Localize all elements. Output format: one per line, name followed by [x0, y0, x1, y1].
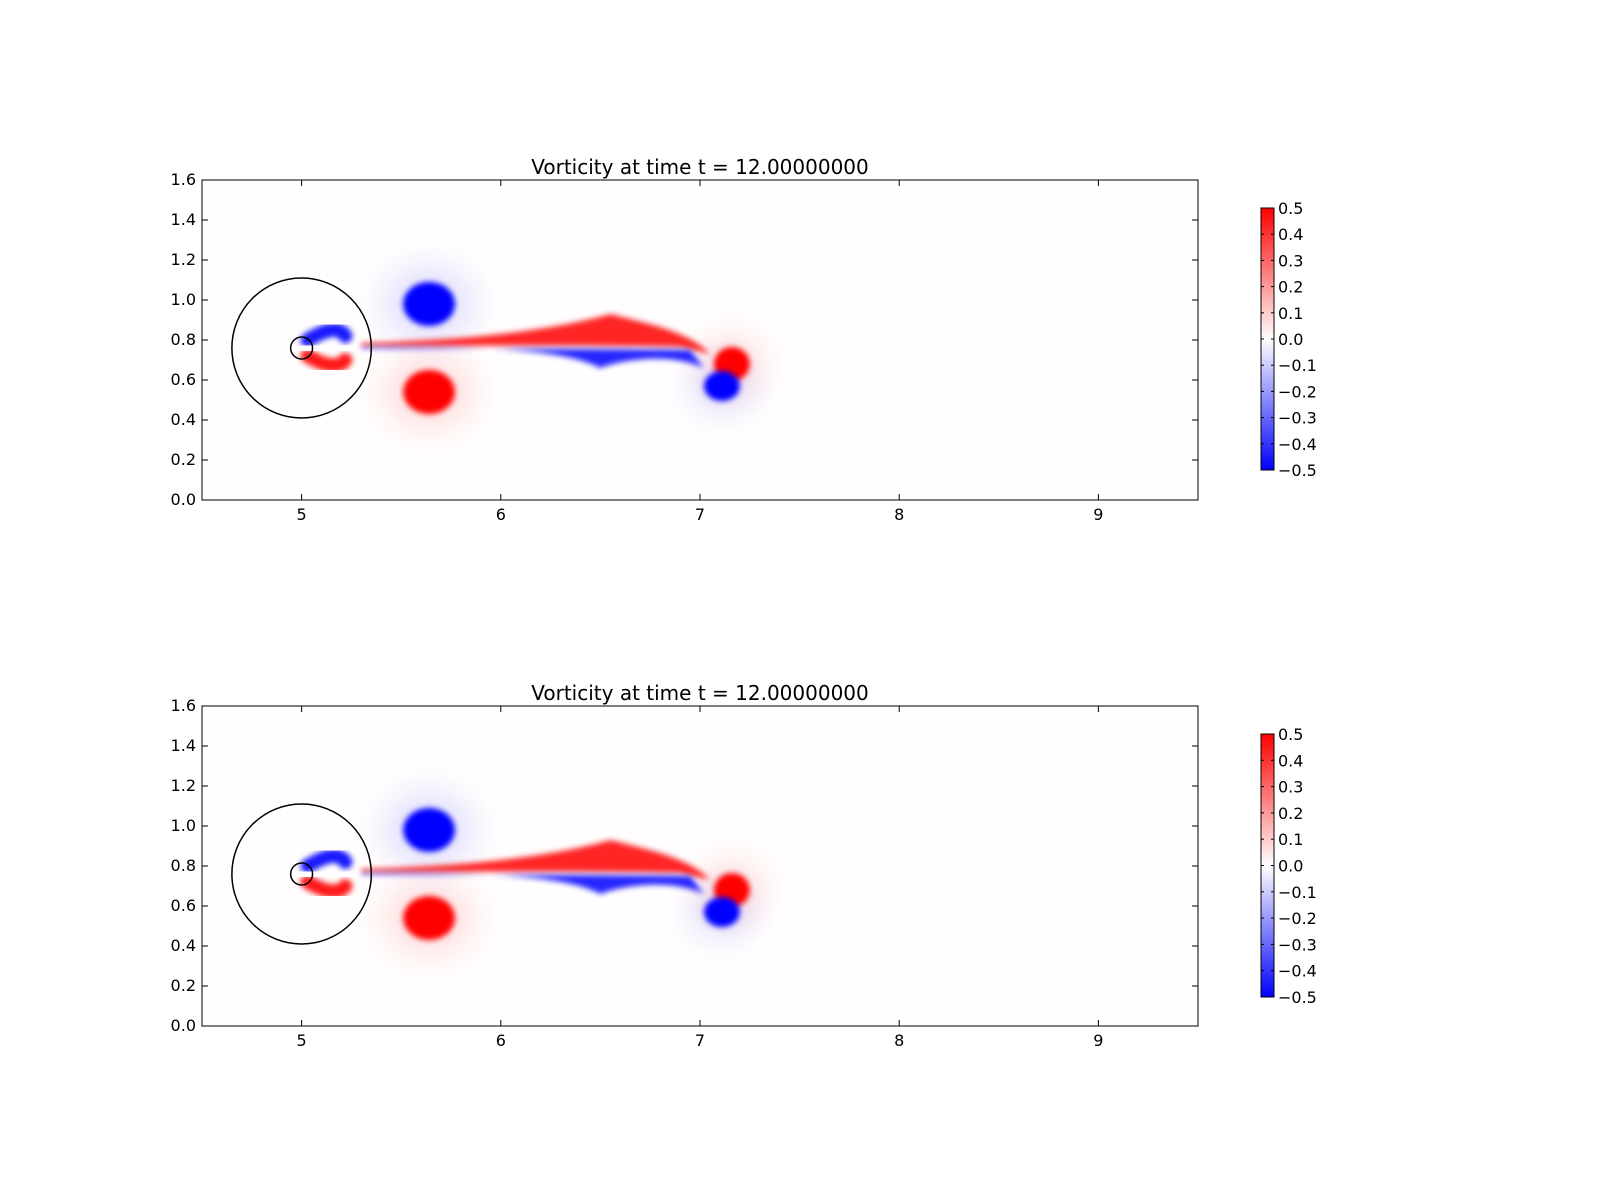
colorbar-tick-label: 0.5 [1278, 199, 1303, 218]
plot-background [202, 706, 1198, 1026]
colorbar-tick-label: 0.0 [1278, 330, 1303, 349]
y-tick-label: 0.4 [171, 936, 196, 955]
vortex-core-1 [403, 282, 455, 326]
outer-ring [231, 277, 373, 419]
near-wake-negative [300, 848, 353, 873]
colorbar-tick-label: −0.3 [1278, 409, 1317, 428]
colorbar-tick-label: 0.0 [1278, 857, 1303, 876]
x-tick-label: 9 [1093, 505, 1103, 524]
y-tick-label: 0.2 [171, 976, 196, 995]
colorbar-tick-label: −0.2 [1278, 382, 1317, 401]
chart-title: Vorticity at time t = 12.00000000 [531, 155, 869, 179]
chart-panel-2: 5 6 7 8 9 0.0 0.2 0.4 0.6 0.8 1.0 1.2 1.4 1.6 Vorticit… [171, 681, 1317, 1050]
y-tick-label: 0.8 [171, 330, 196, 349]
x-tick-label: 6 [496, 1031, 506, 1050]
vortex-core-2 [403, 896, 455, 940]
chart-panel-1: 5 6 7 8 9 0.0 0.2 0.4 0.6 0.8 1.0 1.2 1.4 1.6 Vorticit… [171, 155, 1317, 524]
x-tick-label: 7 [695, 1031, 705, 1050]
vortex-core-4 [703, 371, 740, 401]
vorticity-field [202, 706, 1198, 1026]
x-tick-label: 6 [496, 505, 506, 524]
wake-shear-positive [361, 314, 710, 354]
x-tick-label: 5 [297, 505, 307, 524]
y-tick-label: 0.0 [171, 1016, 196, 1035]
y-tick-label: 0.4 [171, 410, 196, 429]
inner-ring [289, 862, 314, 886]
x-tick-label: 7 [695, 505, 705, 524]
colorbar-tick-label: −0.3 [1278, 935, 1317, 954]
inner-ring [289, 336, 314, 360]
near-wake-negative [300, 322, 353, 347]
y-tick-label: 1.2 [171, 776, 196, 795]
vorticity-field [202, 180, 1198, 500]
wake-shear-positive [361, 840, 710, 880]
vortex-core-1 [403, 808, 455, 852]
colorbar-tick-label: 0.3 [1278, 251, 1303, 270]
x-tick-label: 5 [297, 1031, 307, 1050]
colorbar-tick-label: −0.4 [1278, 962, 1317, 981]
y-tick-label: 1.0 [171, 290, 196, 309]
colorbar-tick-label: −0.4 [1278, 435, 1317, 454]
y-tick-label: 1.6 [171, 696, 196, 715]
colorbar-tick-label: 0.4 [1278, 751, 1303, 770]
colorbar-tick-label: −0.5 [1278, 988, 1317, 1007]
colorbar-tick-label: −0.5 [1278, 461, 1317, 480]
plot-background [202, 180, 1198, 500]
y-tick-label: 0.6 [171, 370, 196, 389]
colorbar-tick-label: −0.1 [1278, 883, 1317, 902]
x-tick-label: 8 [894, 505, 904, 524]
colorbar-tick-label: 0.1 [1278, 304, 1303, 323]
y-tick-label: 1.6 [171, 170, 196, 189]
x-tick-label: 8 [894, 1031, 904, 1050]
colorbar-tick-label: 0.2 [1278, 804, 1303, 823]
colorbar-tick-label: 0.2 [1278, 278, 1303, 297]
y-tick-label: 0.2 [171, 450, 196, 469]
colorbar-tick-label: 0.3 [1278, 778, 1303, 797]
colorbar-tick-label: 0.5 [1278, 725, 1303, 744]
vortex-core-2 [403, 370, 455, 414]
colorbar-tick-label: 0.4 [1278, 225, 1303, 244]
near-wake-positive [300, 875, 353, 899]
wake-shear-negative [361, 347, 704, 368]
vortex-core-4 [703, 897, 740, 927]
y-tick-label: 1.4 [171, 210, 196, 229]
y-tick-label: 0.8 [171, 856, 196, 875]
colorbar-tick-label: 0.1 [1278, 830, 1303, 849]
chart-title: Vorticity at time t = 12.00000000 [531, 681, 869, 705]
colorbar-tick-label: −0.1 [1278, 356, 1317, 375]
colorbar-tick-label: −0.2 [1278, 909, 1317, 928]
y-tick-label: 1.4 [171, 736, 196, 755]
x-tick-label: 9 [1093, 1031, 1103, 1050]
outer-ring [231, 803, 373, 945]
y-tick-label: 1.0 [171, 816, 196, 835]
near-wake-positive [300, 349, 353, 373]
y-tick-label: 0.6 [171, 896, 196, 915]
y-tick-label: 1.2 [171, 250, 196, 269]
y-tick-label: 0.0 [171, 490, 196, 509]
wake-shear-negative [361, 873, 704, 894]
